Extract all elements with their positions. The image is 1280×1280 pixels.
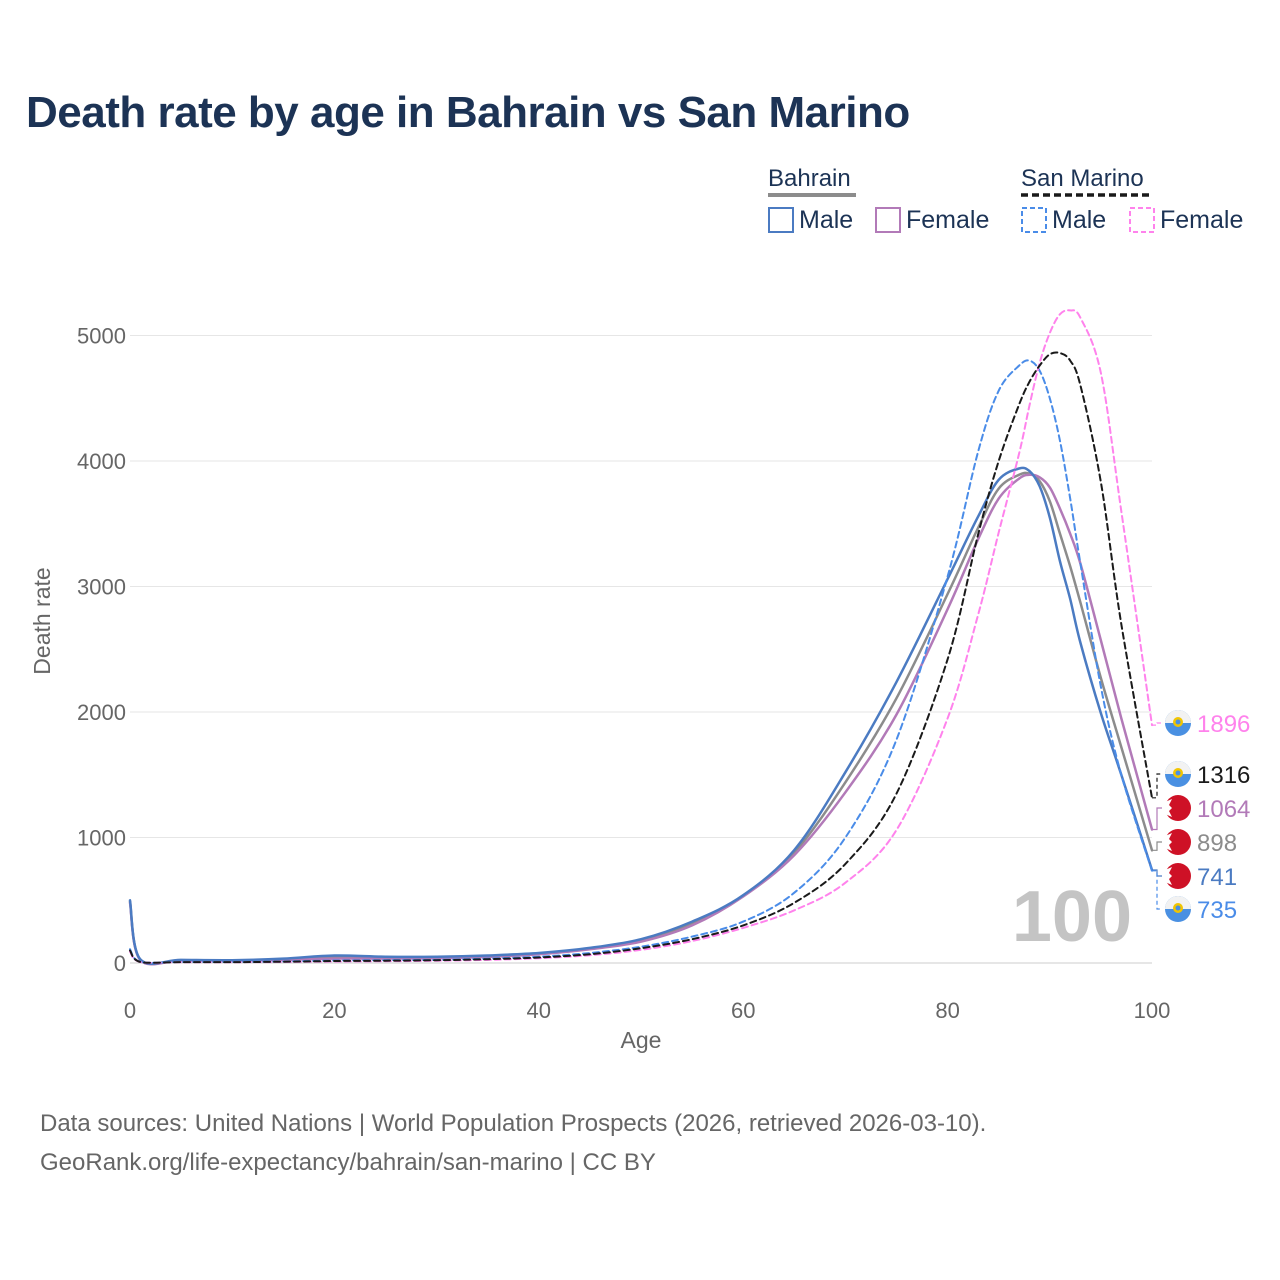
legend-group-san-marino: San Marino (1021, 165, 1144, 192)
end-label-san-marino-total: 1316 (1152, 761, 1250, 799)
end-leader-line (1152, 807, 1162, 831)
series-line-bahrain-female[interactable] (128, 473, 1154, 966)
year-watermark: 100 (1012, 877, 1132, 957)
x-tick-label-60: 60 (731, 998, 755, 1023)
x-axis-title: Age (621, 1027, 662, 1053)
end-label-san-marino-male: 735 (1152, 870, 1237, 924)
x-tick-label-20: 20 (322, 998, 346, 1023)
san-marino-flag-top (1165, 761, 1191, 774)
legend-san-marino-male-label[interactable]: Male (1052, 206, 1106, 234)
y-tick-label-5000: 5000 (77, 324, 126, 349)
series-line-san-marino-female[interactable] (129, 309, 1153, 964)
y-axis-title: Death rate (29, 567, 55, 674)
san-marino-emblem-center (1175, 770, 1181, 776)
end-value-label: 1064 (1197, 796, 1250, 823)
end-value-label: 1316 (1197, 762, 1250, 789)
y-tick-label-3000: 3000 (77, 575, 126, 600)
san-marino-emblem-center (1175, 719, 1181, 725)
bahrain-flag-icon (1165, 829, 1191, 855)
y-tick-label-2000: 2000 (77, 700, 126, 725)
bahrain-flag-icon (1165, 795, 1191, 821)
series-lines (128, 309, 1154, 966)
y-tick-label-1000: 1000 (77, 826, 126, 851)
san-marino-flag-top (1165, 896, 1191, 909)
legend-san-marino-female-label[interactable]: Female (1160, 206, 1243, 234)
footer-link[interactable]: GeoRank.org/life-expectancy/bahrain/san-… (40, 1149, 656, 1176)
legend-bahrain-male-label[interactable]: Male (799, 206, 853, 234)
end-leader-line (1152, 870, 1162, 910)
legend-bahrain-female-swatch[interactable] (875, 207, 901, 233)
x-tick-label-100: 100 (1134, 998, 1171, 1023)
legend: Bahrain Male Female San Marino Male Fema… (768, 165, 1243, 234)
bahrain-flag-serration (1165, 833, 1172, 851)
x-tick-label-80: 80 (935, 998, 959, 1023)
legend-bahrain-male-swatch[interactable] (768, 207, 794, 233)
footer: Data sources: United Nations | World Pop… (40, 1104, 986, 1182)
legend-bahrain-underline (768, 193, 856, 197)
series-line-san-marino-total[interactable] (129, 351, 1153, 964)
legend-bahrain-female-label[interactable]: Female (906, 206, 989, 234)
end-label-san-marino-female: 1896 (1152, 710, 1250, 738)
end-value-label: 898 (1197, 830, 1237, 857)
bahrain-flag-icon (1165, 863, 1191, 889)
end-label-bahrain-female: 1064 (1152, 795, 1250, 831)
x-tick-label-40: 40 (527, 998, 551, 1023)
end-leader-line (1152, 773, 1162, 799)
y-tick-label-4000: 4000 (77, 449, 126, 474)
axes: Age Death rate 0 1000 2000 3000 4000 5000 0 20 4… (29, 324, 1170, 1054)
series-line-bahrain-male[interactable] (128, 466, 1154, 966)
end-leader-line (1152, 841, 1162, 851)
bahrain-flag-serration (1165, 867, 1172, 885)
legend-group-bahrain: Bahrain (768, 165, 851, 192)
chart-title: Death rate by age in Bahrain vs San Mari… (26, 88, 910, 137)
series-line-bahrain-total[interactable] (128, 471, 1154, 966)
san-marino-emblem-center (1175, 905, 1181, 911)
end-value-label: 741 (1197, 864, 1237, 891)
footer-sources: Data sources: United Nations | World Pop… (40, 1110, 987, 1137)
end-label-bahrain-male: 741 (1152, 863, 1237, 891)
end-value-label: 1896 (1197, 711, 1250, 738)
y-tick-label-0: 0 (114, 951, 126, 976)
end-value-label: 735 (1197, 897, 1237, 924)
legend-san-marino-female-swatch[interactable] (1129, 207, 1155, 233)
x-tick-label-0: 0 (124, 998, 136, 1023)
series-line-san-marino-male[interactable] (129, 359, 1153, 964)
gridlines (130, 335, 1152, 964)
bahrain-flag-serration (1165, 799, 1172, 817)
end-leader-line (1152, 722, 1162, 726)
end-labels: 741 1064 898 735 1896 1316 (1152, 710, 1250, 924)
legend-san-marino-male-swatch[interactable] (1021, 207, 1047, 233)
end-label-bahrain-total: 898 (1152, 829, 1237, 857)
san-marino-flag-top (1165, 710, 1191, 723)
